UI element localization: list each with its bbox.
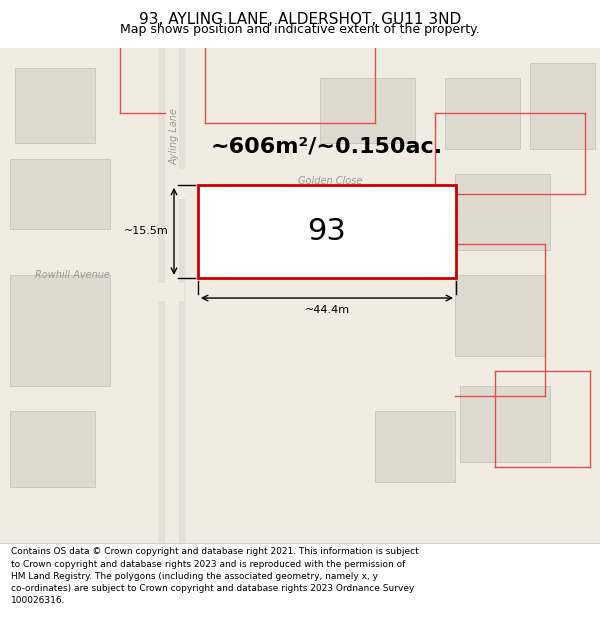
Text: Ayling Lane: Ayling Lane [170,108,180,165]
Text: 93, AYLING LANE, ALDERSHOT, GU11 3ND: 93, AYLING LANE, ALDERSHOT, GU11 3ND [139,12,461,27]
Bar [10,275,110,386]
Bar [460,386,550,462]
Text: ~15.5m: ~15.5m [124,226,169,236]
Bar [455,174,550,249]
Bar [530,62,595,149]
Text: 93: 93 [308,217,346,246]
Bar [165,48,179,542]
Text: Map shows position and indicative extent of the property.: Map shows position and indicative extent… [120,22,480,36]
Bar [198,185,456,278]
Bar [0,283,184,301]
Bar [375,411,455,482]
Text: Golden Close: Golden Close [298,176,362,186]
Bar [15,68,95,144]
Bar [445,78,520,149]
Bar [158,48,186,542]
Bar [10,411,95,487]
Text: ~44.4m: ~44.4m [304,305,350,315]
Text: ~606m²/~0.150ac.: ~606m²/~0.150ac. [211,136,443,156]
Bar [10,159,110,229]
Text: Rowhill Avenue: Rowhill Avenue [35,270,109,280]
Bar [455,275,545,356]
Bar [320,78,415,144]
Text: Contains OS data © Crown copyright and database right 2021. This information is : Contains OS data © Crown copyright and d… [11,548,419,605]
Polygon shape [165,169,540,199]
